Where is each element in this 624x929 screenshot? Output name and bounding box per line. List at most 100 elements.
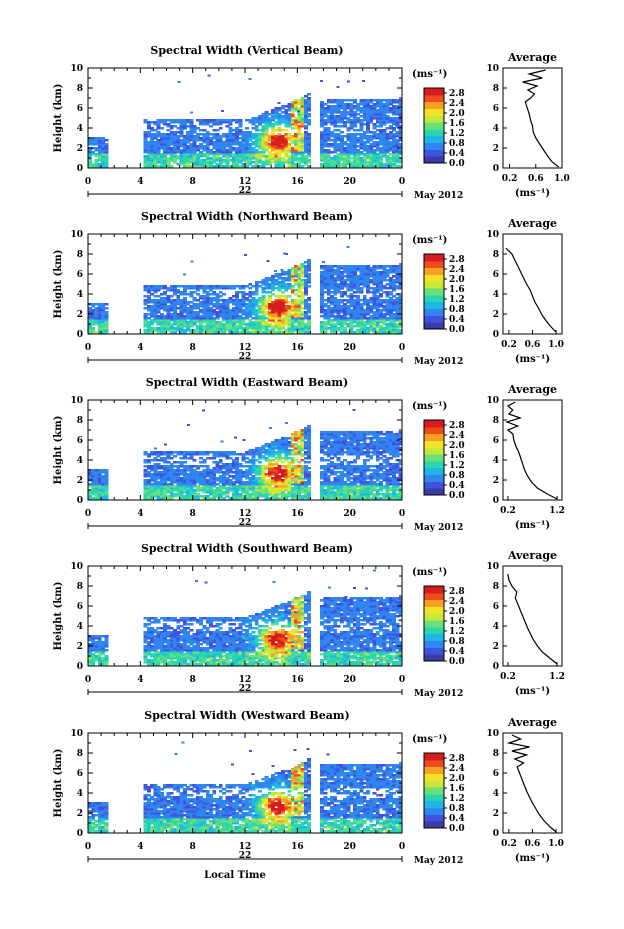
heatmap-cell bbox=[150, 451, 154, 454]
heatmap-cell bbox=[235, 153, 240, 156]
heatmap-cell bbox=[261, 283, 266, 286]
heatmap-cell bbox=[330, 301, 334, 304]
heatmap-cell bbox=[307, 263, 311, 266]
heatmap-cell bbox=[330, 105, 334, 108]
heatmap-cell bbox=[160, 473, 164, 476]
heatmap-cell bbox=[349, 283, 354, 286]
heatmap-cell bbox=[245, 483, 249, 486]
average-x-label: (ms⁻¹) bbox=[515, 188, 550, 199]
heatmap-cell bbox=[385, 141, 390, 144]
heatmap-cell bbox=[258, 323, 262, 326]
heatmap-cell bbox=[199, 495, 204, 498]
heatmap-cell bbox=[238, 497, 243, 500]
heatmap-cell bbox=[251, 327, 256, 330]
heatmap-cell bbox=[382, 109, 387, 112]
heatmap-cell bbox=[349, 145, 354, 148]
heatmap-cell bbox=[281, 139, 285, 142]
heatmap-cell bbox=[258, 315, 262, 318]
heatmap-cell bbox=[104, 479, 109, 482]
heatmap-cell bbox=[248, 483, 253, 486]
heatmap-cell bbox=[382, 153, 387, 156]
heatmap-cell bbox=[297, 109, 302, 112]
heatmap-cell bbox=[271, 481, 276, 484]
heatmap-cell bbox=[195, 133, 200, 136]
heatmap-cell bbox=[231, 295, 236, 298]
heatmap-cell bbox=[218, 323, 223, 326]
heatmap-cell bbox=[281, 273, 285, 276]
heatmap-cell bbox=[366, 109, 370, 112]
heatmap-cell bbox=[248, 299, 253, 302]
heatmap-cell bbox=[261, 451, 266, 454]
heatmap-cell bbox=[169, 453, 174, 456]
heatmap-cell bbox=[352, 143, 357, 146]
heatmap-cell bbox=[366, 147, 370, 150]
heatmap-cell bbox=[186, 163, 190, 166]
heatmap-cell bbox=[235, 121, 240, 124]
heatmap-cell bbox=[300, 321, 305, 324]
heatmap-cell bbox=[254, 315, 259, 318]
heatmap-cell bbox=[231, 323, 236, 326]
heatmap-cell bbox=[273, 270, 277, 273]
heatmap-cell bbox=[189, 485, 194, 488]
heatmap-cell bbox=[277, 447, 282, 450]
heatmap-cell bbox=[156, 153, 161, 156]
heatmap-cell bbox=[186, 165, 190, 168]
heatmap-cell bbox=[349, 147, 354, 150]
heatmap-cell bbox=[248, 147, 253, 150]
heatmap-cell bbox=[271, 451, 276, 454]
heatmap-cell bbox=[352, 303, 357, 306]
heatmap-cell bbox=[372, 265, 377, 268]
heatmap-cell bbox=[143, 483, 148, 486]
heatmap-cell bbox=[238, 145, 243, 148]
heatmap-cell bbox=[238, 309, 243, 312]
heatmap-cell bbox=[218, 475, 223, 478]
heatmap-cell bbox=[258, 321, 262, 324]
heatmap-cell bbox=[281, 301, 285, 304]
heatmap-cell bbox=[274, 495, 279, 498]
heatmap-cell bbox=[248, 495, 253, 498]
heatmap-cell bbox=[179, 143, 184, 146]
heatmap-cell bbox=[238, 121, 243, 124]
heatmap-cell bbox=[248, 487, 253, 490]
heatmap-cell bbox=[209, 143, 213, 146]
heatmap-cell bbox=[192, 317, 197, 320]
heatmap-cell bbox=[388, 145, 393, 148]
heatmap-cell bbox=[215, 163, 220, 166]
heatmap-cell bbox=[336, 323, 341, 326]
heatmap-cell bbox=[326, 317, 331, 320]
heatmap-cell bbox=[294, 283, 298, 286]
heatmap-cell bbox=[274, 331, 279, 334]
heatmap-cell bbox=[359, 281, 364, 284]
heatmap-cell bbox=[163, 329, 168, 332]
heatmap-cell bbox=[395, 285, 400, 288]
heatmap-cell bbox=[153, 487, 158, 490]
heatmap-cell bbox=[264, 329, 269, 332]
heatmap-cell bbox=[385, 293, 390, 296]
heatmap-cell bbox=[339, 311, 344, 314]
heatmap-cell bbox=[290, 273, 295, 276]
heatmap-cell bbox=[349, 157, 354, 160]
heatmap-cell bbox=[281, 469, 285, 472]
heatmap-cell bbox=[261, 475, 266, 478]
heatmap-cell bbox=[356, 141, 361, 144]
heatmap-cell bbox=[192, 285, 197, 288]
heatmap-cell bbox=[173, 285, 177, 288]
heatmap-cell bbox=[326, 283, 331, 286]
heatmap-cell bbox=[303, 305, 308, 308]
heatmap-cell bbox=[101, 145, 105, 148]
heatmap-cell bbox=[297, 299, 302, 302]
heatmap-cell bbox=[356, 331, 361, 334]
heatmap-cell bbox=[297, 137, 302, 140]
heatmap-cell bbox=[330, 121, 334, 124]
heatmap-cell bbox=[97, 157, 102, 160]
heatmap-cell bbox=[372, 313, 377, 316]
heatmap-cell bbox=[395, 157, 400, 160]
heatmap-cell bbox=[267, 467, 272, 470]
heatmap-cell bbox=[160, 157, 164, 160]
heatmap-cell bbox=[346, 113, 351, 116]
heatmap-cell bbox=[195, 305, 200, 308]
heatmap-cell bbox=[366, 123, 370, 126]
heatmap-cell bbox=[281, 443, 285, 446]
heatmap-cell bbox=[320, 293, 325, 296]
heatmap-cell bbox=[195, 303, 200, 306]
